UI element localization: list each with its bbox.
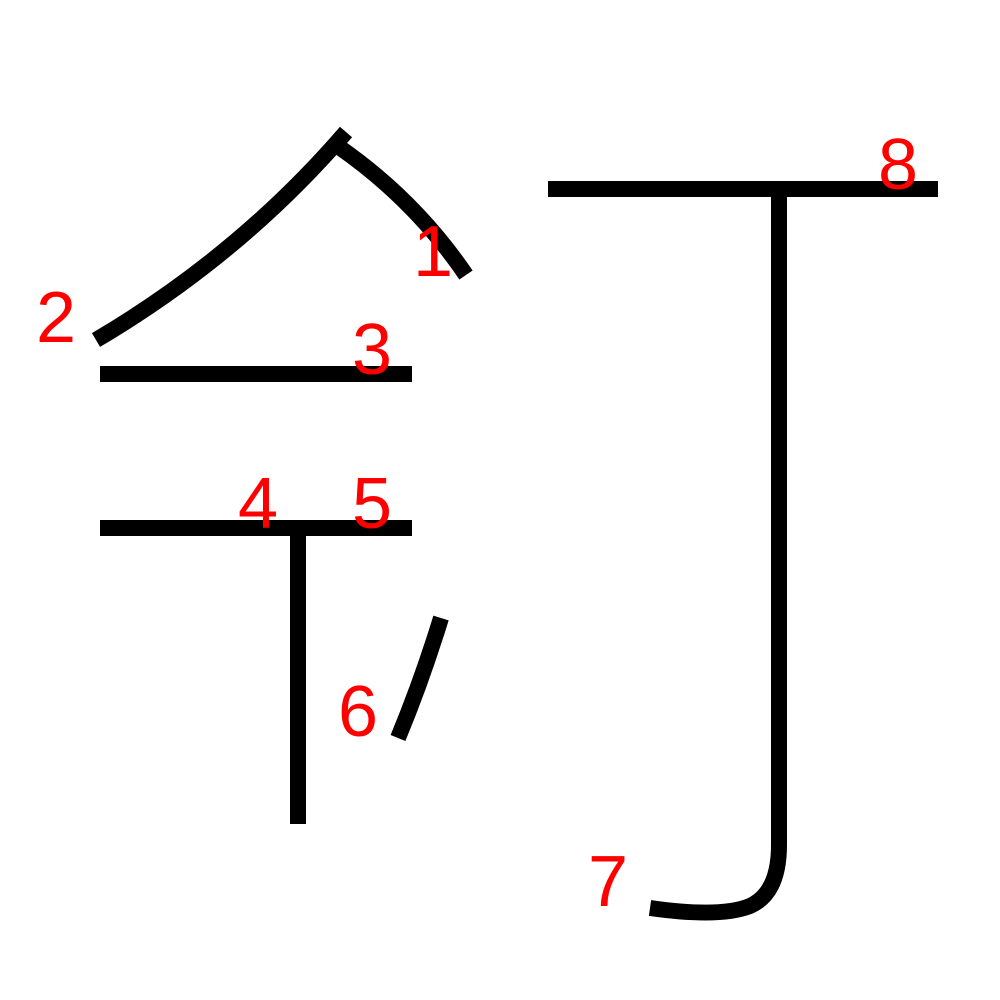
stroke-7-path xyxy=(648,195,787,921)
stroke-5-label: 5 xyxy=(352,464,392,544)
stroke-6-path xyxy=(390,615,449,742)
stroke-1-path xyxy=(334,140,473,280)
stroke-1-label: 1 xyxy=(413,212,453,292)
stroke-6-label: 6 xyxy=(338,672,378,752)
stroke-4-label: 4 xyxy=(238,464,278,544)
stroke-2-path xyxy=(91,126,353,347)
stroke-7-label: 7 xyxy=(588,842,628,922)
stroke-3-label: 3 xyxy=(352,310,392,390)
stroke-2-label: 2 xyxy=(36,278,76,358)
stroke-8-label: 8 xyxy=(878,125,918,205)
